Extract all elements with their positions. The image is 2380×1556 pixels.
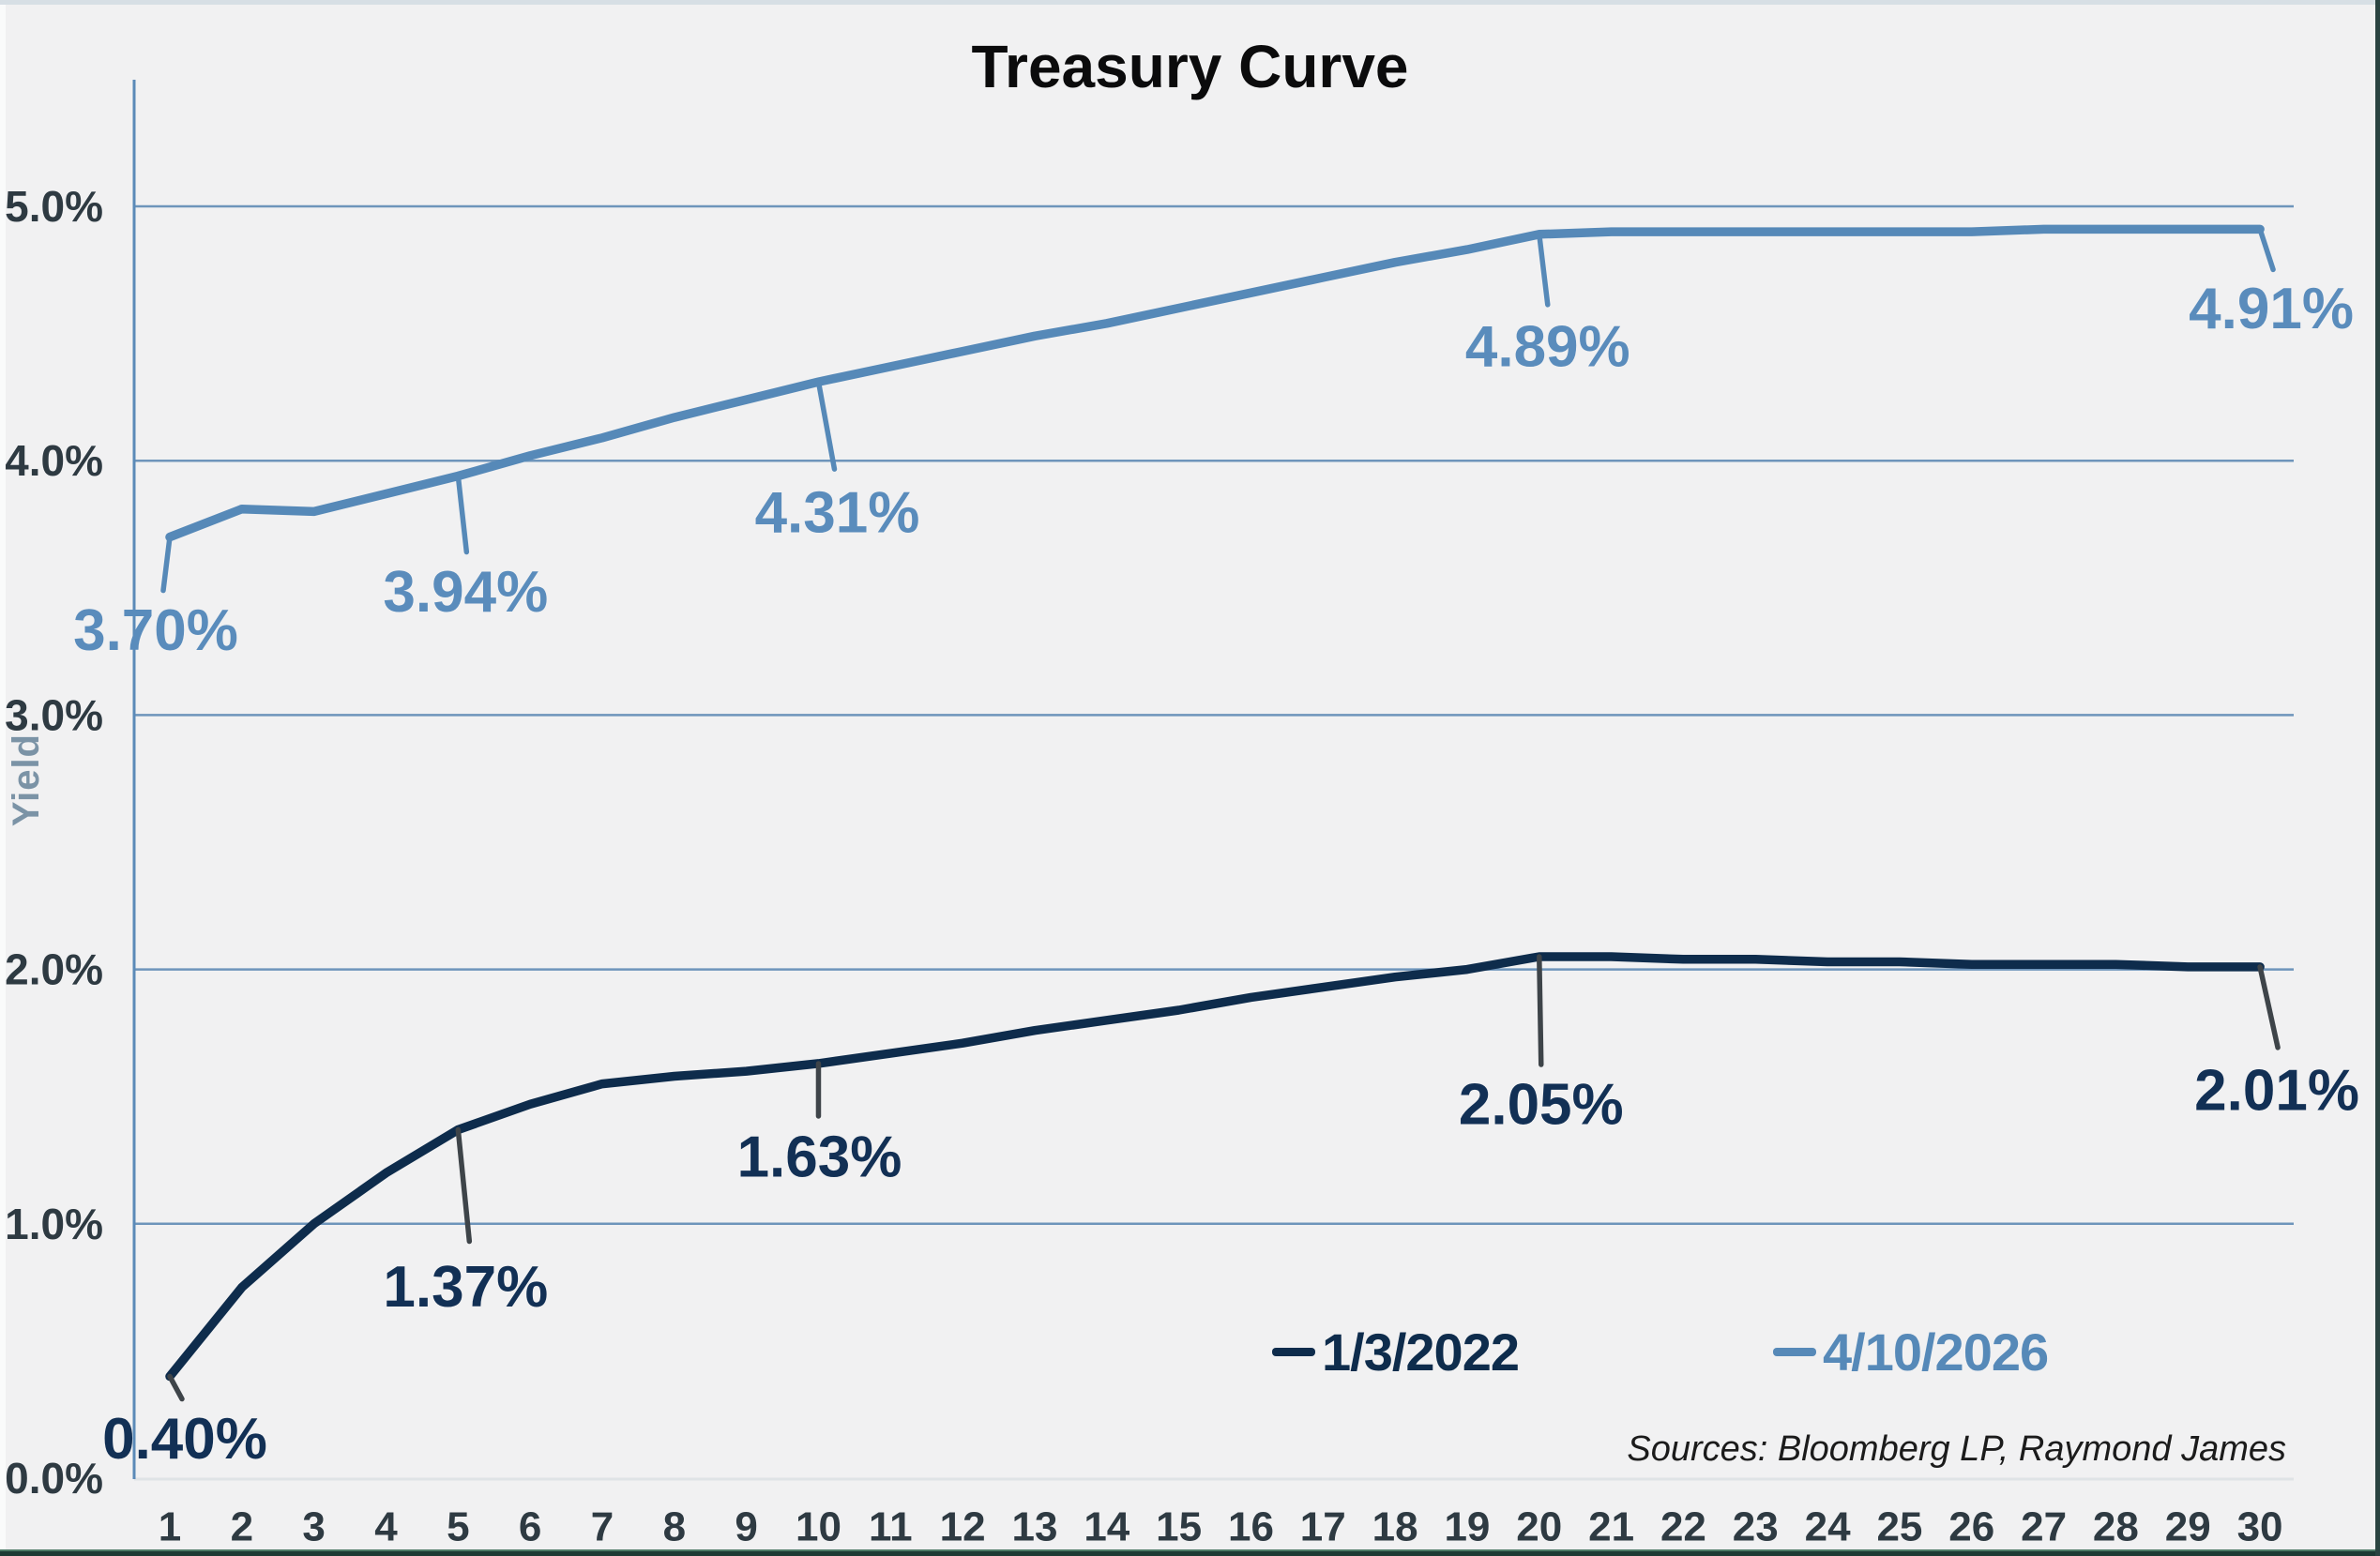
x-tick-label: 14	[1084, 1504, 1129, 1550]
data-label: 3.70%	[73, 598, 238, 663]
chart-title: Treasury Curve	[971, 33, 1409, 100]
series-line-4-10-2026	[165, 224, 2265, 542]
y-tick-label: 2.0%	[5, 945, 103, 994]
data-label-leader	[2257, 964, 2281, 1050]
x-tick-label: 5	[447, 1504, 469, 1550]
y-tick-label: 1.0%	[5, 1200, 103, 1248]
x-tick-label: 12	[940, 1504, 986, 1550]
window-edge-top	[0, 0, 2380, 5]
x-tick-label: 22	[1660, 1504, 1706, 1550]
data-label-leader	[455, 1126, 473, 1245]
data-label: 4.31%	[755, 481, 920, 546]
x-tick-label: 24	[1805, 1504, 1851, 1550]
legend-item-2022: 1/3/2022	[1272, 1322, 1520, 1382]
data-label-leader	[160, 534, 173, 594]
y-tick-label: 0.0%	[5, 1454, 103, 1503]
x-tick-label: 27	[2021, 1504, 2067, 1550]
x-tick-label: 26	[1948, 1504, 1994, 1550]
data-label-leader	[455, 473, 470, 555]
data-label: 2.01%	[2194, 1058, 2359, 1123]
x-tick-label: 28	[2093, 1504, 2139, 1550]
data-label: 0.40%	[102, 1407, 267, 1472]
data-label: 3.94%	[383, 560, 548, 625]
data-label-leader	[1537, 232, 1551, 308]
x-tick-label: 17	[1300, 1504, 1346, 1550]
data-label-leader	[1537, 954, 1544, 1067]
y-tick-label: 5.0%	[5, 182, 103, 231]
legend-swatch-2022	[1272, 1347, 1315, 1356]
x-tick-label: 15	[1156, 1504, 1202, 1550]
legend-item-2026: 4/10/2026	[1773, 1322, 2049, 1382]
x-tick-label: 2	[231, 1504, 253, 1550]
source-note: Sources: Bloomberg LP, Raymond James	[1627, 1429, 2286, 1469]
x-tick-label: 9	[735, 1504, 757, 1550]
x-tick-label: 19	[1444, 1504, 1490, 1550]
data-label: 4.89%	[1465, 314, 1630, 379]
x-tick-label: 4	[374, 1504, 398, 1550]
x-tick-label: 3	[302, 1504, 325, 1550]
x-tick-label: 23	[1733, 1504, 1779, 1550]
legend-label-2026: 4/10/2026	[1823, 1322, 2049, 1382]
x-tick-label: 30	[2237, 1504, 2283, 1550]
data-label: 1.37%	[383, 1255, 548, 1320]
x-tick-label: 13	[1011, 1504, 1057, 1550]
data-label: 2.05%	[1459, 1073, 1624, 1138]
data-label-leader	[815, 379, 838, 472]
window-edge-bottom	[0, 1549, 2380, 1556]
window-edge-right	[2375, 0, 2380, 1556]
legend-swatch-2026	[1773, 1347, 1816, 1356]
x-tick-label: 18	[1372, 1504, 1418, 1550]
x-tick-label: 21	[1588, 1504, 1634, 1550]
data-label-leader	[167, 1373, 185, 1402]
x-tick-label: 25	[1876, 1504, 1922, 1550]
series-line-1-3-2022	[165, 952, 2265, 1382]
window-edge-left	[0, 5, 6, 1549]
x-tick-label: 10	[796, 1504, 841, 1550]
x-tick-label: 20	[1516, 1504, 1562, 1550]
legend-label-2022: 1/3/2022	[1322, 1322, 1520, 1382]
x-tick-label: 11	[869, 1504, 913, 1550]
data-label: 1.63%	[737, 1125, 902, 1189]
data-label: 4.91%	[2189, 277, 2354, 341]
x-tick-label: 16	[1228, 1504, 1274, 1550]
y-tick-label: 4.0%	[5, 436, 103, 485]
x-tick-label: 29	[2165, 1504, 2211, 1550]
x-tick-label: 6	[519, 1504, 541, 1550]
x-tick-label: 8	[663, 1504, 686, 1550]
x-tick-label: 1	[159, 1504, 181, 1550]
y-tick-label: 3.0%	[5, 690, 103, 739]
x-tick-label: 7	[591, 1504, 614, 1550]
data-label-leader	[2257, 226, 2276, 273]
y-axis-title: Yield	[6, 733, 47, 827]
